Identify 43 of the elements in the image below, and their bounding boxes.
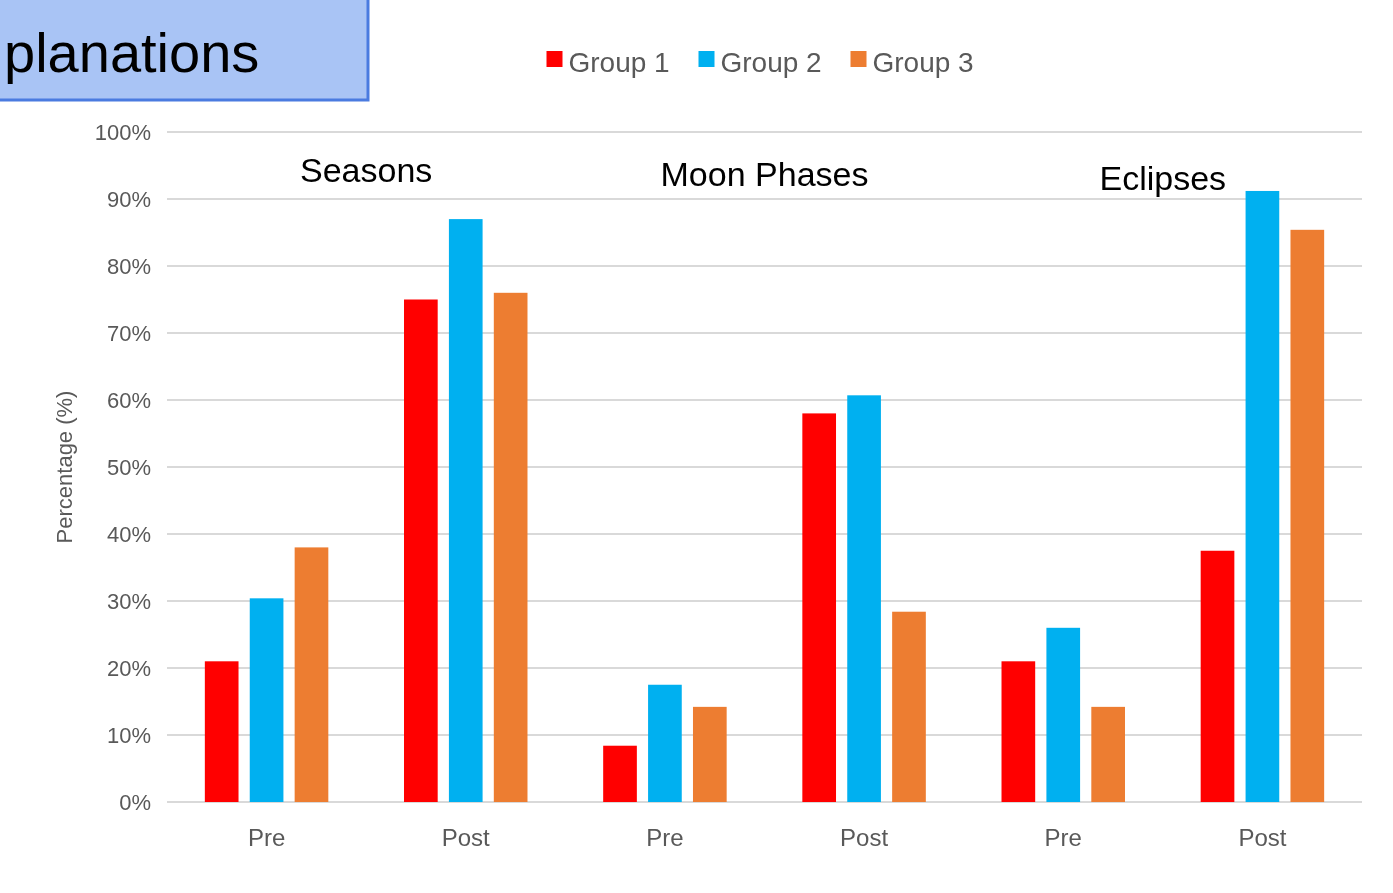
x-tick-label: Pre	[1044, 824, 1082, 851]
bar	[1046, 627, 1081, 802]
bar	[802, 413, 837, 802]
legend-label: Group 1	[568, 46, 670, 78]
y-tick-label: 40%	[106, 521, 151, 547]
annotation: Eclipses	[1099, 159, 1227, 197]
bar	[892, 611, 926, 802]
x-tick-label: Pre	[646, 824, 684, 851]
y-tick-label: 90%	[106, 186, 151, 212]
y-tick-label: 50%	[106, 454, 151, 480]
y-axis-title: Percentage (%)	[52, 390, 77, 544]
bar	[404, 299, 438, 802]
y-tick-label: 20%	[106, 655, 151, 681]
bar	[603, 745, 637, 802]
annotation: Moon Phases	[660, 155, 869, 193]
bar	[1245, 190, 1280, 802]
bar	[448, 219, 483, 802]
y-tick-label: 60%	[106, 387, 151, 413]
y-tick-label: 80%	[106, 253, 151, 279]
bar	[692, 706, 727, 802]
y-tick-label: 100%	[94, 119, 151, 145]
bar	[1091, 706, 1125, 802]
chart-title: planations	[4, 21, 260, 84]
y-tick-label: 0%	[119, 789, 151, 815]
y-tick-label: 10%	[106, 722, 151, 748]
bar	[648, 684, 682, 802]
legend-label: Group 3	[872, 46, 974, 78]
bar	[294, 547, 329, 802]
x-tick-label: Pre	[247, 824, 286, 851]
legend-label: Group 2	[720, 46, 822, 78]
bar	[1001, 661, 1036, 802]
bar	[249, 598, 284, 802]
y-tick-label: 30%	[106, 588, 151, 614]
y-tick-label: 70%	[106, 320, 151, 346]
bar	[204, 661, 239, 802]
bar	[493, 292, 528, 802]
bar	[1290, 229, 1325, 802]
x-tick-label: Post	[1238, 824, 1287, 851]
bar	[1200, 550, 1235, 802]
annotation: Seasons	[300, 151, 433, 189]
bar	[847, 395, 881, 802]
x-tick-label: Post	[441, 824, 491, 851]
x-tick-label: Post	[840, 824, 889, 851]
